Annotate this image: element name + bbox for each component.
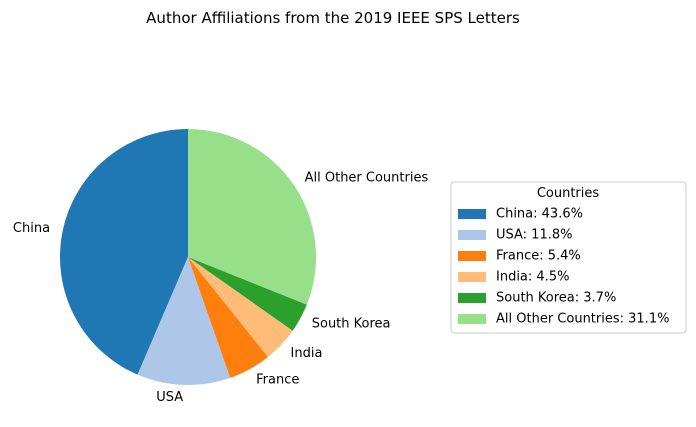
legend-frame bbox=[450, 181, 687, 334]
slice-south-korea bbox=[188, 257, 307, 331]
slice-france bbox=[188, 257, 268, 378]
slice-india bbox=[188, 257, 293, 357]
legend-swatch-china bbox=[458, 209, 486, 219]
legend-label-all-other-countries: All Other Countries: 31.1% bbox=[496, 312, 669, 327]
slice-label-south-korea: South Korea bbox=[312, 317, 391, 332]
chart-title: Author Affiliations from the 2019 IEEE S… bbox=[146, 9, 520, 27]
slice-label-india: India bbox=[291, 346, 323, 361]
slice-label-france: France bbox=[256, 373, 299, 388]
legend-label-france: France: 5.4% bbox=[496, 249, 581, 264]
legend-label-usa: USA: 11.8% bbox=[496, 228, 572, 243]
legend-swatch-france bbox=[458, 251, 486, 261]
pie-slices bbox=[59, 129, 316, 385]
legend-swatch-south-korea bbox=[458, 293, 486, 303]
legend: Countries China: 43.6% USA: 11.8% France: … bbox=[450, 181, 687, 334]
slice-all-other-countries bbox=[188, 129, 316, 305]
slice-label-china: China bbox=[13, 221, 50, 236]
slice-label-usa: USA bbox=[156, 390, 183, 405]
pie-labels: China USA France India South Korea All Other … bbox=[13, 171, 429, 406]
legend-label-china: China: 43.6% bbox=[496, 207, 583, 222]
legend-label-south-korea: South Korea: 3.7% bbox=[496, 291, 616, 306]
slice-china bbox=[59, 129, 188, 375]
legend-title: Countries bbox=[537, 186, 600, 201]
legend-swatch-usa bbox=[458, 230, 486, 240]
legend-swatch-india bbox=[458, 272, 486, 282]
legend-swatch-all-other-countries bbox=[458, 314, 486, 324]
slice-label-all-other-countries: All Other Countries bbox=[305, 171, 429, 186]
legend-label-india: India: 4.5% bbox=[496, 270, 569, 285]
slice-usa bbox=[137, 257, 231, 385]
